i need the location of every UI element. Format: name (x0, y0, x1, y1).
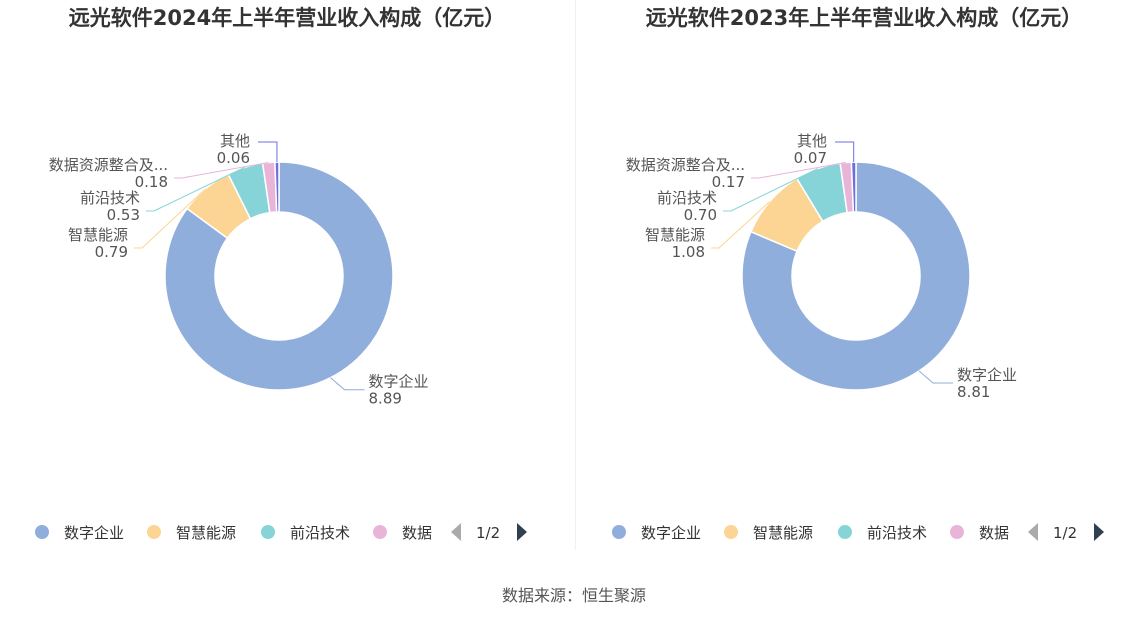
slice-value: 1.08 (672, 243, 705, 261)
chart-title: 远光软件2023年上半年营业收入构成（亿元） (645, 6, 1083, 30)
slice-value: 0.70 (684, 206, 717, 224)
legend-item[interactable]: 数字企业 (64, 524, 124, 542)
legend-marker (838, 525, 852, 539)
legend-page-indicator: 1/2 (1053, 524, 1077, 542)
label-line-数字企业 (918, 370, 954, 384)
slice-value: 0.18 (135, 173, 168, 191)
slice-label: 其他 (220, 132, 250, 150)
slice-value: 8.89 (369, 390, 402, 408)
legend-item[interactable]: 智慧能源 (753, 524, 813, 542)
legend-marker (35, 525, 49, 539)
slice-label: 数据资源整合及... (626, 156, 745, 174)
slice-label: 其他 (797, 132, 827, 150)
panel-divider (575, 0, 576, 550)
slice-label: 数字企业 (957, 366, 1017, 384)
legend-marker (724, 525, 738, 539)
legend-item[interactable]: 数据 (402, 524, 432, 542)
slice-label: 前沿技术 (80, 189, 140, 207)
label-line-前沿技术 (723, 168, 818, 212)
donut-chart-2023: 数字企业8.81其他0.07数据资源整合及...0.17前沿技术0.70智慧能源… (612, 132, 1104, 542)
chart-panel-2023: 远光软件2023年上半年营业收入构成（亿元） 数字企业 8.81 其他 0.07 数据资… (577, 0, 1148, 560)
legend-next-page-icon[interactable] (1094, 523, 1104, 541)
slice-value: 0.07 (794, 149, 827, 167)
legend-marker (612, 525, 626, 539)
legend-item[interactable]: 前沿技术 (867, 524, 927, 542)
legend-prev-page-icon[interactable] (451, 523, 461, 541)
chart-panel-2024: 远光软件2024年上半年营业收入构成（亿元） 数字企业 8.89 其他 0.06 数据资… (0, 0, 574, 560)
legend-item[interactable]: 智慧能源 (176, 524, 236, 542)
label-line-数据资源整合及服务 (174, 161, 269, 179)
slice-value: 0.06 (217, 149, 250, 167)
slice-value: 0.79 (95, 243, 128, 261)
donut-chart-2024: 数字企业8.89其他0.06数据资源整合及...0.18前沿技术0.53智慧能源… (35, 132, 527, 542)
legend-marker (261, 525, 275, 539)
legend-next-page-icon[interactable] (517, 523, 527, 541)
legend-marker (373, 525, 387, 539)
slice-value: 8.81 (957, 383, 990, 401)
slice-其他 (274, 161, 280, 213)
label-line-数字企业 (330, 377, 365, 391)
slice-数字企业 (164, 161, 394, 391)
slice-label: 智慧能源 (68, 226, 128, 244)
slice-数字企业 (741, 161, 971, 391)
legend-page-indicator: 1/2 (476, 524, 500, 542)
legend-item[interactable]: 前沿技术 (290, 524, 350, 542)
slice-label: 数字企业 (369, 373, 429, 391)
label-line-前沿技术 (146, 166, 246, 212)
slice-value: 0.17 (712, 173, 745, 191)
slice-label: 前沿技术 (657, 189, 717, 207)
legend-item[interactable]: 数字企业 (641, 524, 701, 542)
data-source-note: 数据来源：恒生聚源 (501, 586, 646, 605)
label-line-智慧能源 (134, 188, 206, 249)
legend-prev-page-icon[interactable] (1028, 523, 1038, 541)
legend-marker (147, 525, 161, 539)
chart-title: 远光软件2024年上半年营业收入构成（亿元） (68, 6, 506, 30)
label-line-数据资源整合及服务 (751, 161, 846, 179)
label-line-智慧能源 (711, 201, 771, 249)
slice-label: 数据资源整合及... (49, 156, 168, 174)
label-line-其他 (835, 141, 855, 163)
legend-item[interactable]: 数据 (979, 524, 1009, 542)
label-line-其他 (258, 141, 278, 163)
legend-marker (950, 525, 964, 539)
slice-label: 智慧能源 (645, 226, 705, 244)
slice-其他 (850, 161, 857, 213)
slice-value: 0.53 (107, 206, 140, 224)
